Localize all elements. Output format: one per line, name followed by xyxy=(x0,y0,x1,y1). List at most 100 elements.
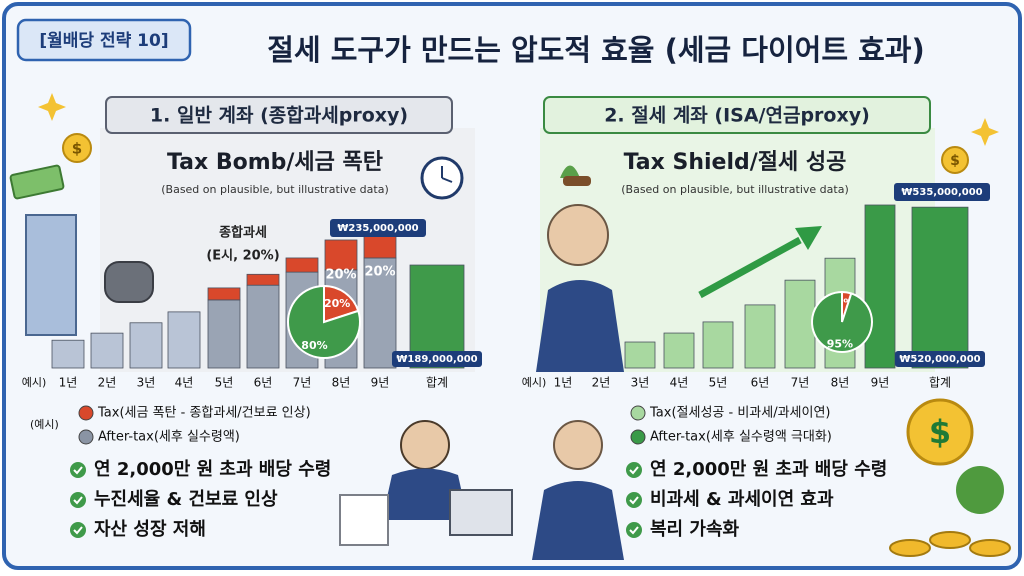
bar xyxy=(624,341,656,369)
chart-title: Tax Bomb/세금 폭탄 xyxy=(167,150,383,175)
bar xyxy=(363,257,397,369)
legend-swatch xyxy=(78,429,94,445)
value-label-box xyxy=(392,351,482,367)
bar xyxy=(324,239,358,271)
x-tick-label: 8년 xyxy=(831,376,850,390)
annotation-box xyxy=(330,219,426,237)
annotation-box xyxy=(894,183,990,201)
panel-title: 1. 일반 계좌 (종합과세proxy) xyxy=(150,105,408,127)
x-tick-label: 1년 xyxy=(59,376,78,390)
x-tick-label: 5년 xyxy=(709,376,728,390)
x-tick-label: 5년 xyxy=(215,376,234,390)
legend-prefix: (예시) xyxy=(30,418,59,431)
x-tick-label: 8년 xyxy=(332,376,351,390)
bullet-icon xyxy=(626,492,642,508)
svg-text:$: $ xyxy=(950,153,960,169)
bullet-check xyxy=(73,496,83,505)
page-title: 절세 도구가 만드는 압도적 효율 (세금 다이어트 효과) xyxy=(267,33,924,67)
bar xyxy=(51,339,85,369)
bullet-text: 누진세율 & 건보료 인상 xyxy=(94,489,278,510)
bar xyxy=(744,304,776,369)
panel-title-box xyxy=(105,96,453,134)
bullet-text: 복리 가속화 xyxy=(650,519,740,540)
chart-subtitle: (Based on plausible, but illustrative da… xyxy=(161,183,389,196)
legend-label: After-tax(세후 실수령액) xyxy=(98,430,240,445)
annotation: 20% xyxy=(325,268,356,283)
x-tick-label: 2년 xyxy=(592,376,611,390)
legend-swatch xyxy=(630,405,646,421)
bar xyxy=(167,311,201,369)
annotation: 20% xyxy=(364,265,395,280)
pie-label: 20% xyxy=(324,297,350,310)
x-prefix: 예시) xyxy=(22,376,47,389)
legend-swatch xyxy=(78,405,94,421)
tag: [월배당 전략 10] xyxy=(39,31,168,51)
tag-box xyxy=(16,18,192,62)
annotation: ₩535,000,000 xyxy=(901,187,982,198)
pie-label: 80% xyxy=(301,339,327,352)
bar xyxy=(911,206,969,369)
x-tick-label: 4년 xyxy=(670,376,689,390)
bar xyxy=(864,204,896,369)
annotation: ₩235,000,000 xyxy=(337,223,418,234)
x-prefix: 예시) xyxy=(522,376,547,389)
legend-label: After-tax(세후 실수령액 극대화) xyxy=(650,430,832,445)
svg-text:$: $ xyxy=(929,413,951,451)
chart-title: Tax Shield/절세 성공 xyxy=(624,150,847,175)
bar xyxy=(207,287,241,301)
panel-title: 2. 절세 계좌 (ISA/연금proxy) xyxy=(604,105,870,127)
x-tick-label: 4년 xyxy=(175,376,194,390)
bullet-text: 자산 성장 저해 xyxy=(94,519,206,540)
decorations: $ $ $ xyxy=(9,93,1011,560)
panel-title-box xyxy=(543,96,931,134)
bar xyxy=(246,273,280,286)
value-label-box xyxy=(895,351,985,367)
x-tick-label: 3년 xyxy=(631,376,650,390)
bar xyxy=(90,332,124,369)
bar xyxy=(702,321,734,369)
bullet-text: 연 2,000만 원 초과 배당 수령 xyxy=(650,459,887,480)
pie-label: 95% xyxy=(827,337,853,350)
bullet-check xyxy=(73,526,83,535)
bullet-check xyxy=(73,466,83,475)
value-label: ₩520,000,000 xyxy=(899,354,980,365)
x-tick-label: 7년 xyxy=(791,376,810,390)
x-tick-label: 6년 xyxy=(751,376,770,390)
svg-text:$: $ xyxy=(72,140,82,158)
bullet-check xyxy=(629,496,639,505)
pie-slice xyxy=(811,290,873,353)
bar xyxy=(409,264,465,369)
x-tick-label: 합계 xyxy=(929,376,951,390)
bullet-check xyxy=(629,526,639,535)
bar xyxy=(784,279,816,369)
bullet-check xyxy=(629,466,639,475)
chart-subtitle: (Based on plausible, but illustrative da… xyxy=(621,183,849,196)
bar xyxy=(285,257,319,273)
bar xyxy=(207,299,241,369)
legend-swatch xyxy=(630,429,646,445)
pie-slice xyxy=(287,284,361,359)
x-tick-label: 2년 xyxy=(98,376,117,390)
legend-label: Tax(절세성공 - 비과세/과세이연) xyxy=(649,406,831,421)
x-tick-label: 3년 xyxy=(137,376,156,390)
value-label: ₩189,000,000 xyxy=(396,354,477,365)
bullet-text: 비과세 & 과세이연 효과 xyxy=(650,489,834,510)
x-tick-label: 합계 xyxy=(426,376,448,390)
x-tick-label: 9년 xyxy=(871,376,890,390)
x-tick-label: 7년 xyxy=(293,376,312,390)
bullet-icon xyxy=(70,492,86,508)
bullet-icon xyxy=(70,462,86,478)
x-tick-label: 1년 xyxy=(554,376,573,390)
annotation: (E시, 20%) xyxy=(206,249,279,264)
legend-label: Tax(세금 폭탄 - 종합과세/건보료 인상) xyxy=(97,406,311,421)
annotation: 종합과세 xyxy=(219,225,267,241)
bar xyxy=(129,322,163,369)
bullet-text: 연 2,000만 원 초과 배당 수령 xyxy=(94,459,331,480)
x-tick-label: 6년 xyxy=(254,376,273,390)
bar xyxy=(663,332,695,369)
bullet-icon xyxy=(70,522,86,538)
bullet-icon xyxy=(626,462,642,478)
bullet-icon xyxy=(626,522,642,538)
bar xyxy=(246,284,280,369)
